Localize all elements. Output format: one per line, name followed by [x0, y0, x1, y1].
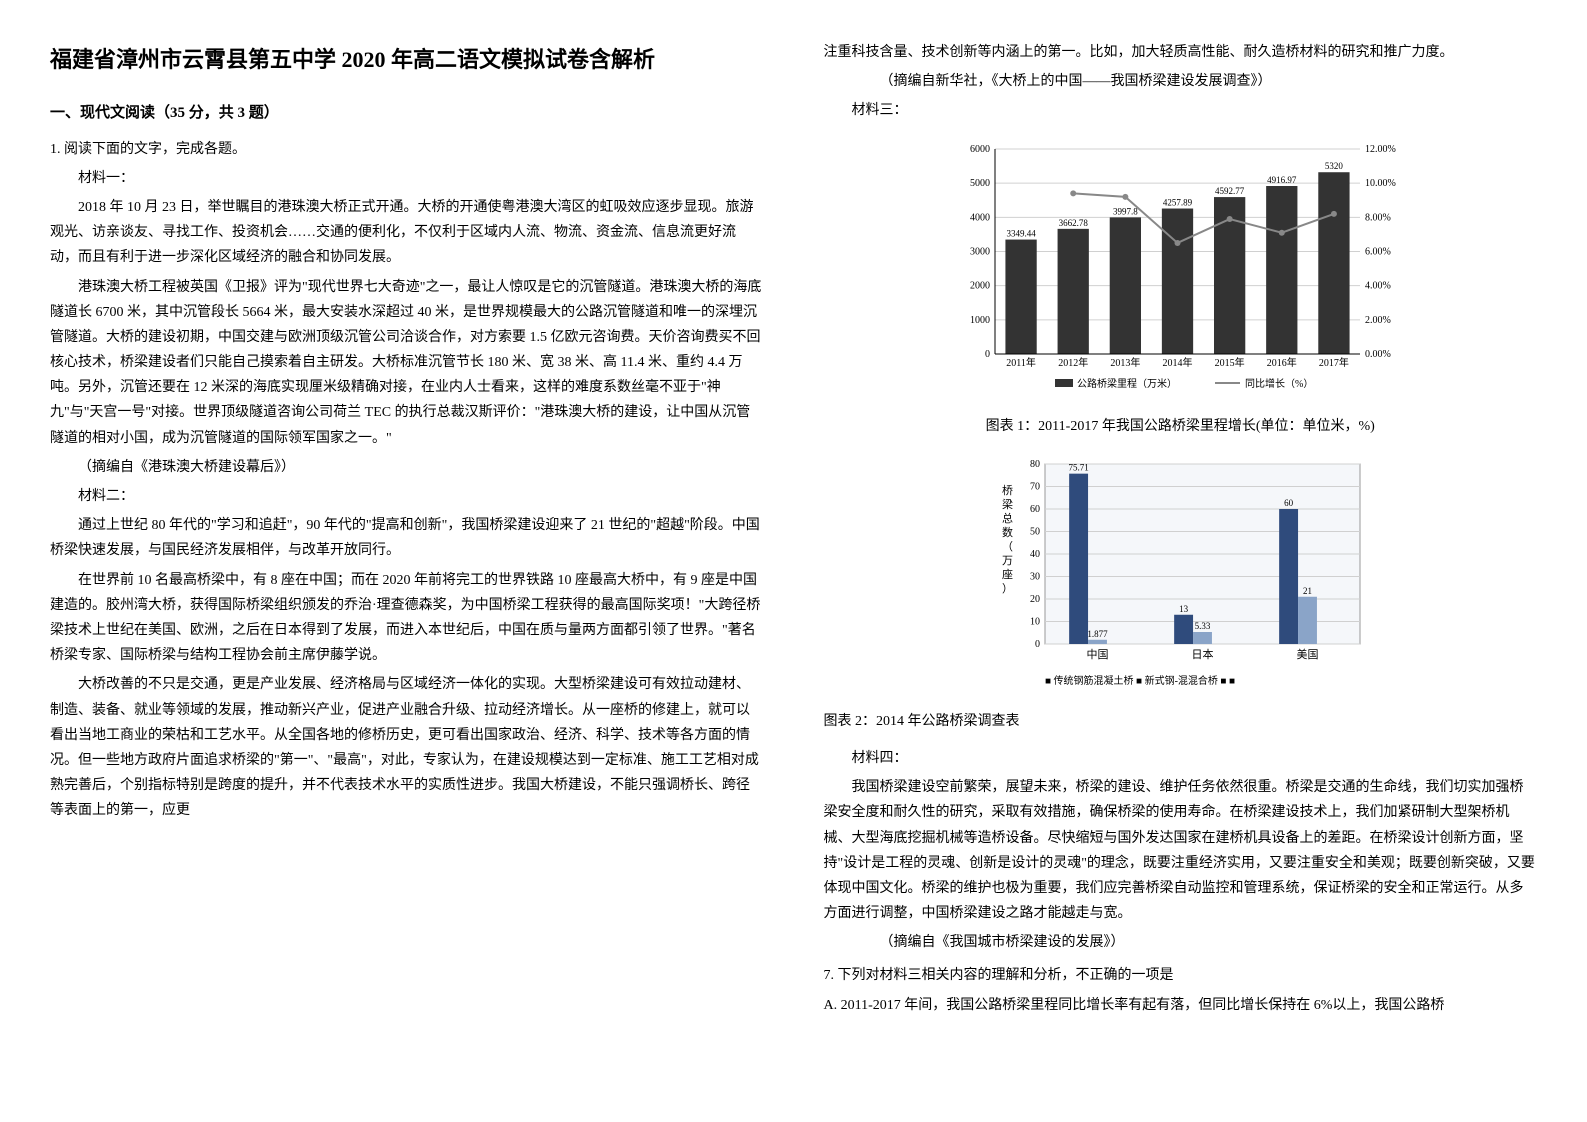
svg-text:梁: 梁 [1002, 497, 1013, 511]
svg-text:0: 0 [1035, 639, 1040, 650]
svg-text:6.00%: 6.00% [1365, 246, 1391, 257]
svg-text:桥: 桥 [1002, 484, 1013, 497]
svg-text:3662.78: 3662.78 [1059, 217, 1089, 227]
material-2-label: 材料二： [50, 484, 764, 509]
svg-text:万: 万 [1002, 555, 1013, 567]
svg-text:日本: 日本 [1192, 647, 1214, 661]
svg-text:数: 数 [1002, 526, 1013, 539]
material-1-para-2: 港珠澳大桥工程被英国《卫报》评为"现代世界七大奇迹"之一，最让人惊叹是它的沉管隧… [50, 275, 764, 451]
svg-text:2011年: 2011年 [1007, 356, 1037, 369]
svg-text:2014年: 2014年 [1163, 356, 1193, 369]
svg-text:3349.44: 3349.44 [1007, 228, 1037, 238]
svg-text:1.877: 1.877 [1088, 629, 1109, 639]
svg-text:10.00%: 10.00% [1365, 178, 1396, 189]
svg-text:2.00%: 2.00% [1365, 314, 1391, 325]
material-4-para-1: 我国桥梁建设空前繁荣，展望未来，桥梁的建设、维护任务依然很重。桥梁是交通的生命线… [824, 775, 1538, 926]
svg-text:2012年: 2012年 [1058, 356, 1088, 369]
svg-text:美国: 美国 [1297, 648, 1319, 661]
svg-text:总: 总 [1002, 511, 1013, 525]
svg-text:（: （ [1002, 540, 1013, 553]
svg-text:3000: 3000 [970, 246, 990, 257]
doc-title: 福建省漳州市云霄县第五中学 2020 年高二语文模拟试卷含解析 [50, 40, 764, 80]
svg-text:40: 40 [1030, 549, 1040, 560]
svg-text:3997.8: 3997.8 [1113, 206, 1138, 216]
question-7-option-a: A. 2011-2017 年间，我国公路桥梁里程同比增长率有起有落，但同比增长保… [824, 993, 1538, 1018]
material-3-label: 材料三： [824, 98, 1538, 123]
svg-text:4.00%: 4.00% [1365, 280, 1391, 291]
svg-text:6000: 6000 [970, 144, 990, 155]
svg-text:中国: 中国 [1087, 648, 1109, 661]
svg-text:21: 21 [1303, 586, 1312, 596]
svg-text:4000: 4000 [970, 212, 990, 223]
question-1-stem: 1. 阅读下面的文字，完成各题。 [50, 137, 764, 162]
svg-text:60: 60 [1284, 498, 1294, 508]
material-2-source: （摘编自新华社，《大桥上的中国——我国桥梁建设发展调查》） [824, 69, 1538, 94]
svg-text:2000: 2000 [970, 280, 990, 291]
material-2-para-2: 在世界前 10 名最高桥梁中，有 8 座在中国；而在 2020 年前将完工的世界… [50, 568, 764, 669]
material-2-para-1: 通过上世纪 80 年代的"学习和追赶"，90 年代的"提高和创新"，我国桥梁建设… [50, 513, 764, 563]
svg-text:2017年: 2017年 [1319, 356, 1349, 369]
svg-text:）: ） [1002, 582, 1013, 595]
svg-text:75.71: 75.71 [1069, 462, 1089, 472]
chart-2-caption: 图表 2：2014 年公路桥梁调查表 [824, 709, 1538, 734]
svg-text:5320: 5320 [1325, 161, 1344, 171]
svg-text:2015年: 2015年 [1215, 356, 1245, 369]
svg-text:20: 20 [1030, 594, 1040, 605]
right-column: 注重科技含量、技术创新等内涵上的第一。比如，加大轻质高性能、耐久造桥材料的研究和… [824, 40, 1538, 1022]
material-1-label: 材料一： [50, 166, 764, 191]
svg-text:8.00%: 8.00% [1365, 212, 1391, 223]
chart-2: 0 10 20 30 40 50 60 70 80 桥梁总数（ 万座） 75.71 1.877 中国 13 5… [990, 454, 1370, 694]
question-7-stem: 7. 下列对材料三相关内容的理解和分析，不正确的一项是 [824, 963, 1538, 988]
svg-text:12.00%: 12.00% [1365, 144, 1396, 155]
material-4-source: （摘编自《我国城市桥梁建设的发展》） [824, 930, 1538, 955]
svg-text:5000: 5000 [970, 178, 990, 189]
material-2-para-4: 注重科技含量、技术创新等内涵上的第一。比如，加大轻质高性能、耐久造桥材料的研究和… [824, 40, 1538, 65]
svg-text:2016年: 2016年 [1267, 356, 1297, 369]
svg-text:50: 50 [1030, 526, 1040, 537]
svg-text:0: 0 [985, 349, 990, 360]
chart-1: 0 1000 2000 3000 4000 5000 6000 0.00% 2.00% 4.00%… [950, 139, 1410, 399]
svg-text:30: 30 [1030, 571, 1040, 582]
svg-text:0.00%: 0.00% [1365, 349, 1391, 360]
svg-text:5.33: 5.33 [1195, 621, 1211, 631]
svg-text:4916.97: 4916.97 [1267, 175, 1297, 185]
chart-2-wrap: 0 10 20 30 40 50 60 70 80 桥梁总数（ 万座） 75.71 1.877 中国 13 5… [824, 454, 1538, 694]
svg-text:1000: 1000 [970, 314, 990, 325]
svg-text:13: 13 [1179, 604, 1189, 614]
svg-text:同比增长（%）: 同比增长（%） [1245, 377, 1313, 390]
svg-text:公路桥梁里程（万米）: 公路桥梁里程（万米） [1077, 377, 1177, 390]
svg-text:■ 传统钢筋混凝土桥 ■ 新式钢-混混合桥 ■ ■: ■ 传统钢筋混凝土桥 ■ 新式钢-混混合桥 ■ ■ [1045, 674, 1235, 687]
material-4-label: 材料四： [824, 746, 1538, 771]
svg-text:70: 70 [1030, 481, 1040, 492]
svg-text:4257.89: 4257.89 [1163, 197, 1193, 207]
svg-text:80: 80 [1030, 459, 1040, 470]
material-2-para-3: 大桥改善的不只是交通，更是产业发展、经济格局与区域经济一体化的实现。大型桥梁建设… [50, 672, 764, 823]
svg-text:10: 10 [1030, 616, 1040, 627]
left-column: 福建省漳州市云霄县第五中学 2020 年高二语文模拟试卷含解析 一、现代文阅读（… [50, 40, 764, 1022]
section-heading: 一、现代文阅读（35 分，共 3 题） [50, 100, 764, 127]
material-1-source: （摘编自《港珠澳大桥建设幕后》） [50, 455, 764, 480]
svg-text:60: 60 [1030, 504, 1040, 515]
svg-text:座: 座 [1002, 567, 1013, 581]
chart-1-caption: 图表 1：2011-2017 年我国公路桥梁里程增长(单位：单位米，%) [824, 414, 1538, 439]
chart-1-wrap: 0 1000 2000 3000 4000 5000 6000 0.00% 2.00% 4.00%… [824, 139, 1538, 399]
material-1-para-1: 2018 年 10 月 23 日，举世瞩目的港珠澳大桥正式开通。大桥的开通使粤港… [50, 195, 764, 271]
svg-text:4592.77: 4592.77 [1215, 186, 1245, 196]
svg-text:2013年: 2013年 [1111, 356, 1141, 369]
